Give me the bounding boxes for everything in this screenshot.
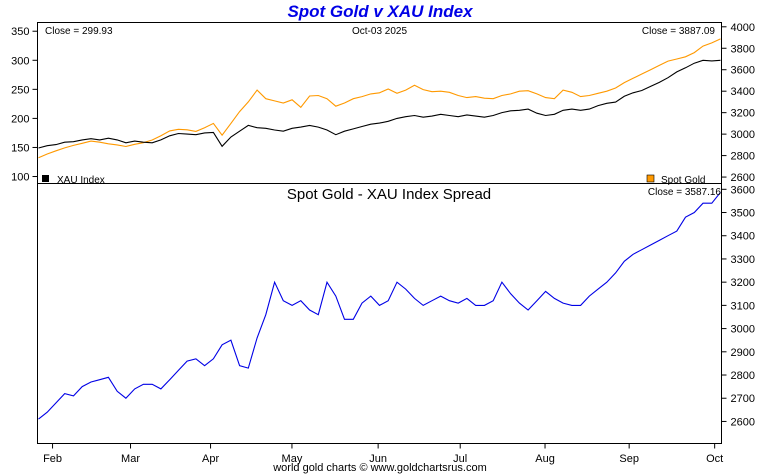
x-tick-label: Jul (453, 453, 467, 465)
spread-y-tick-label: 3000 (731, 324, 755, 336)
y-left-tick-label: 100 (11, 172, 29, 184)
legend-label-gold: Spot Gold (661, 175, 705, 186)
spread-right-close: Close = 3587.16 (648, 187, 722, 198)
y-right-tick-label: 3000 (731, 129, 755, 141)
xau-index-line (38, 59, 721, 149)
top-right-close: Close = 3887.09 (642, 26, 716, 37)
spot-gold-line (38, 38, 721, 159)
x-tick-label: Apr (202, 453, 219, 465)
top-date-label: Oct-03 2025 (352, 26, 407, 37)
x-tick-label: Oct (706, 453, 723, 465)
footer-credit: world gold charts © www.goldchartsrus.co… (273, 462, 487, 474)
y-left-tick-label: 200 (11, 113, 29, 125)
legend-swatch-xau (42, 175, 49, 182)
y-right-tick-label: 3800 (731, 43, 755, 55)
y-right-tick-label: 3600 (731, 65, 755, 77)
spread-y-tick-label: 3400 (731, 231, 755, 243)
spread-y-tick-label: 3500 (731, 208, 755, 220)
top-panel-frame (37, 22, 722, 184)
top-left-close: Close = 299.93 (45, 26, 113, 37)
x-tick-label: Sep (619, 453, 639, 465)
y-left-tick-label: 350 (11, 26, 29, 38)
y-right-tick-label: 2800 (731, 151, 755, 163)
y-left-tick-label: 300 (11, 55, 29, 67)
spread-y-tick-label: 2700 (731, 393, 755, 405)
spread-title: Spot Gold - XAU Index Spread (287, 186, 491, 203)
spread-y-tick-label: 3100 (731, 300, 755, 312)
legend-swatch-gold (646, 174, 655, 183)
spread-y-tick-label: 2800 (731, 370, 755, 382)
y-right-tick-label: 3200 (731, 108, 755, 120)
spread-y-tick-label: 3200 (731, 277, 755, 289)
y-right-tick-label: 4000 (731, 22, 755, 34)
spread-y-tick-label: 3600 (731, 184, 755, 196)
y-right-tick-label: 3400 (731, 86, 755, 98)
x-tick-label: Feb (43, 453, 62, 465)
spread-y-tick-label: 2600 (731, 416, 755, 428)
spread-y-tick-label: 3300 (731, 254, 755, 266)
page-title: Spot Gold v XAU Index (287, 2, 473, 21)
y-left-tick-label: 250 (11, 84, 29, 96)
spread-line (38, 191, 721, 420)
x-tick-label: Aug (535, 453, 555, 465)
x-tick-label: Mar (121, 453, 140, 465)
x-tick-label: Jun (369, 453, 387, 465)
spread-y-tick-label: 2900 (731, 347, 755, 359)
y-right-tick-label: 2600 (731, 172, 755, 184)
spread-panel-frame (37, 183, 722, 444)
legend-label-xau: XAU Index (57, 175, 105, 186)
y-left-tick-label: 150 (11, 142, 29, 154)
x-tick-label: May (282, 453, 303, 465)
